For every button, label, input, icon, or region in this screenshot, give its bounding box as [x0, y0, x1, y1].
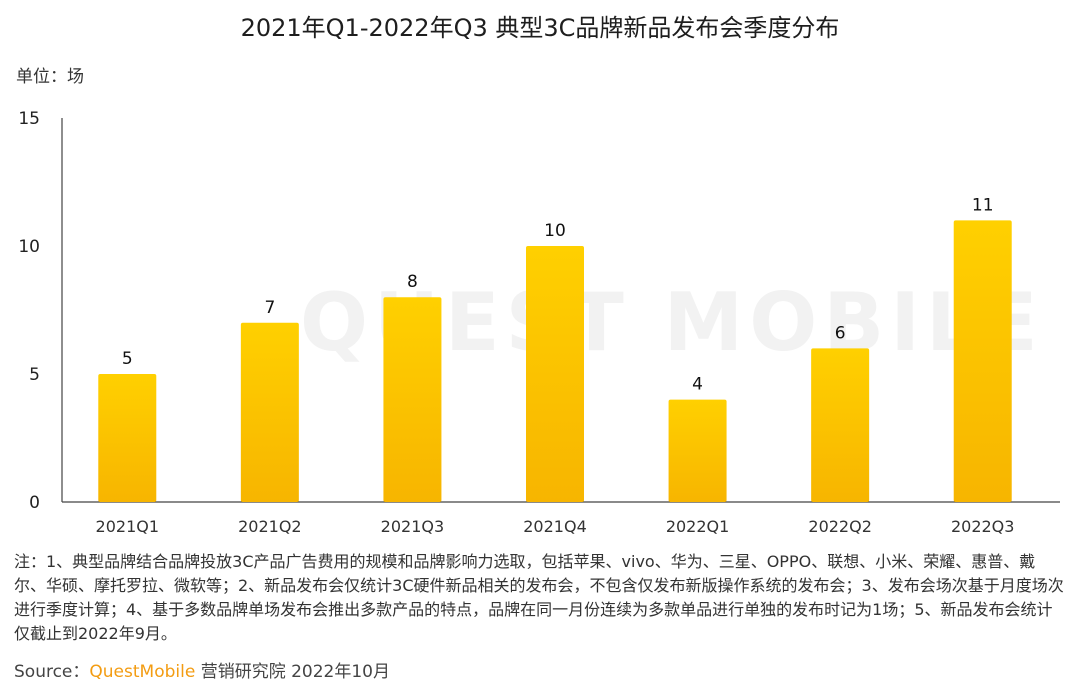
bar-2022Q3 — [953, 220, 1012, 502]
bar-2021Q3 — [383, 297, 442, 502]
bar-2021Q4 — [526, 246, 584, 502]
value-label-2022Q3: 11 — [972, 195, 994, 215]
source-suffix: 营销研究院 2022年10月 — [195, 662, 390, 682]
y-tick-label: 0 — [29, 493, 40, 513]
value-label-2021Q2: 7 — [264, 298, 275, 318]
x-tick-label-2021Q4: 2021Q4 — [523, 517, 587, 536]
x-tick-label-2021Q2: 2021Q2 — [238, 517, 302, 536]
source-brand: QuestMobile — [89, 662, 196, 682]
bar-2021Q1 — [98, 374, 157, 502]
value-label-2021Q1: 5 — [122, 349, 133, 369]
bar-2022Q2 — [811, 348, 870, 502]
source-line: Source：QuestMobile 营销研究院 2022年10月 — [14, 657, 390, 682]
y-tick-label: 5 — [29, 365, 40, 385]
chart-title: 2021年Q1-2022年Q3 典型3C品牌新品发布会季度分布 — [240, 14, 840, 42]
value-label-2021Q4: 10 — [544, 221, 566, 241]
footnote: 注：1、典型品牌结合品牌投放3C产品广告费用的规模和品牌影响力选取，包括苹果、v… — [14, 552, 1064, 643]
x-tick-label-2022Q1: 2022Q1 — [666, 517, 730, 536]
y-tick-label: 15 — [18, 109, 40, 129]
value-label-2022Q2: 6 — [835, 323, 846, 343]
y-tick-label: 10 — [18, 237, 40, 257]
value-label-2022Q1: 4 — [692, 375, 703, 395]
value-label-2021Q3: 8 — [407, 272, 418, 292]
unit-label: 单位：场 — [16, 67, 84, 87]
bar-2022Q1 — [668, 399, 727, 502]
x-tick-label-2022Q2: 2022Q2 — [808, 517, 872, 536]
x-tick-label-2021Q3: 2021Q3 — [381, 517, 445, 536]
x-tick-label-2022Q3: 2022Q3 — [951, 517, 1015, 536]
x-tick-label-2021Q1: 2021Q1 — [96, 517, 160, 536]
source-prefix: Source： — [14, 662, 90, 682]
bar-2021Q2 — [240, 322, 299, 502]
